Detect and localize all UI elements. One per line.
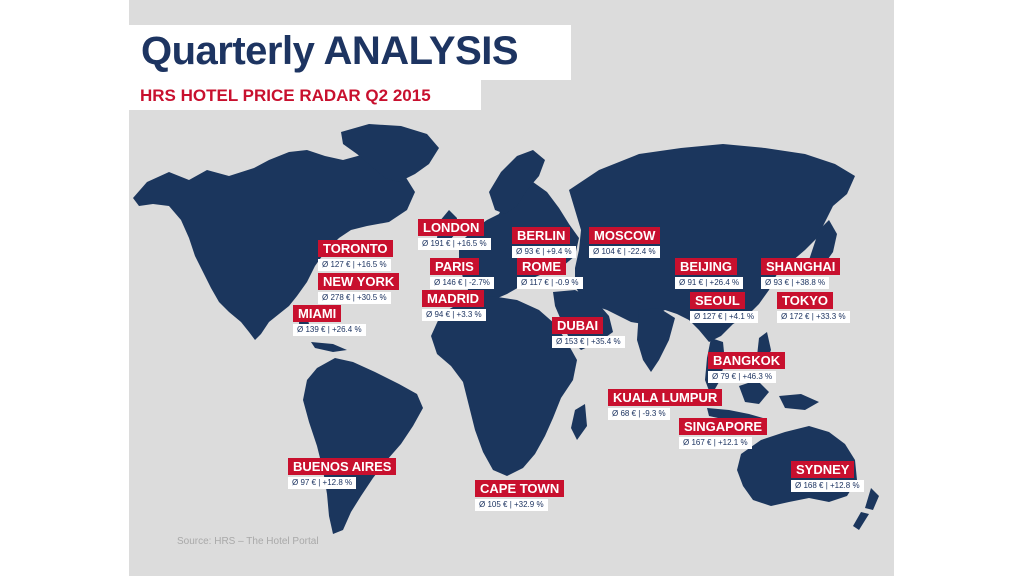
city-label-dubai: DUBAI Ø 153 € | +35.4 %	[552, 317, 625, 348]
city-label-rome: ROME Ø 117 € | -0.9 %	[517, 258, 583, 289]
city-label-new-york: NEW YORK Ø 278 € | +30.5 %	[318, 273, 400, 304]
city-stats: Ø 167 € | +12.1 %	[679, 437, 752, 449]
city-stats: Ø 127 € | +16.5 %	[318, 259, 391, 271]
city-name: SYDNEY	[791, 461, 855, 478]
city-name: ROME	[517, 258, 566, 275]
city-name: NEW YORK	[318, 273, 400, 290]
city-stats: Ø 97 € | +12.8 %	[288, 477, 357, 489]
city-name: SEOUL	[690, 292, 745, 309]
city-label-london: LONDON Ø 191 € | +16.5 %	[418, 219, 491, 250]
north-america-landmass	[133, 150, 415, 340]
city-stats: Ø 91 € | +26.4 %	[675, 277, 744, 289]
city-stats: Ø 127 € | +4.1 %	[690, 311, 759, 323]
city-label-madrid: MADRID Ø 94 € | +3.3 %	[422, 290, 486, 321]
city-stats: Ø 104 € | -22.4 %	[589, 246, 660, 258]
city-label-bangkok: BANGKOK Ø 79 € | +46.3 %	[708, 352, 786, 383]
city-label-cape-town: CAPE TOWN Ø 105 € | +32.9 %	[475, 480, 565, 511]
city-label-singapore: SINGAPORE Ø 167 € | +12.1 %	[679, 418, 768, 449]
greenland-landmass	[341, 124, 439, 182]
asia-landmass	[569, 144, 855, 342]
city-stats: Ø 172 € | +33.3 %	[777, 311, 850, 323]
city-name: BEIJING	[675, 258, 738, 275]
city-stats: Ø 117 € | -0.9 %	[517, 277, 583, 289]
city-stats: Ø 146 € | -2.7%	[430, 277, 494, 289]
city-label-tokyo: TOKYO Ø 172 € | +33.3 %	[777, 292, 850, 323]
page-subtitle: HRS HOTEL PRICE RADAR Q2 2015	[140, 86, 431, 105]
city-name: PARIS	[430, 258, 479, 275]
city-name: DUBAI	[552, 317, 604, 334]
madagascar-landmass	[571, 404, 587, 440]
city-name: MOSCOW	[589, 227, 661, 244]
page-title: Quarterly ANALYSIS	[141, 29, 519, 73]
indonesia-landmass	[707, 380, 819, 422]
world-map	[129, 110, 894, 540]
city-name: SINGAPORE	[679, 418, 768, 435]
city-stats: Ø 168 € | +12.8 %	[791, 480, 864, 492]
city-label-sydney: SYDNEY Ø 168 € | +12.8 %	[791, 461, 864, 492]
city-name: LONDON	[418, 219, 485, 236]
city-stats: Ø 105 € | +32.9 %	[475, 499, 548, 511]
city-name: MIAMI	[293, 305, 342, 322]
africa-landmass	[431, 296, 577, 476]
city-stats: Ø 139 € | +26.4 %	[293, 324, 366, 336]
new-zealand-landmass	[853, 488, 879, 530]
city-stats: Ø 278 € | +30.5 %	[318, 292, 391, 304]
city-label-seoul: SEOUL Ø 127 € | +4.1 %	[690, 292, 759, 323]
city-label-berlin: BERLIN Ø 93 € | +9.4 %	[512, 227, 576, 258]
city-name: SHANGHAI	[761, 258, 841, 275]
city-label-paris: PARIS Ø 146 € | -2.7%	[430, 258, 494, 289]
city-label-beijing: BEIJING Ø 91 € | +26.4 %	[675, 258, 744, 289]
scandinavia-landmass	[489, 150, 545, 214]
city-name: MADRID	[422, 290, 484, 307]
south-america-landmass	[303, 358, 423, 534]
city-label-buenos-aires: BUENOS AIRES Ø 97 € | +12.8 %	[288, 458, 397, 489]
city-name: BANGKOK	[708, 352, 786, 369]
city-name: TORONTO	[318, 240, 393, 257]
city-name: BUENOS AIRES	[288, 458, 397, 475]
city-label-miami: MIAMI Ø 139 € | +26.4 %	[293, 305, 366, 336]
city-stats: Ø 191 € | +16.5 %	[418, 238, 491, 250]
city-label-shanghai: SHANGHAI Ø 93 € | +38.8 %	[761, 258, 841, 289]
city-stats: Ø 93 € | +9.4 %	[512, 246, 576, 258]
slide: Quarterly ANALYSIS HRS HOTEL PRICE RADAR…	[129, 0, 894, 576]
world-map-graphic	[133, 124, 879, 534]
city-stats: Ø 153 € | +35.4 %	[552, 336, 625, 348]
city-label-kuala-lumpur: KUALA LUMPUR Ø 68 € | -9.3 %	[608, 389, 723, 420]
city-stats: Ø 93 € | +38.8 %	[761, 277, 830, 289]
city-name: CAPE TOWN	[475, 480, 565, 497]
city-name: KUALA LUMPUR	[608, 389, 723, 406]
city-stats: Ø 79 € | +46.3 %	[708, 371, 777, 383]
subtitle-box: HRS HOTEL PRICE RADAR Q2 2015	[129, 80, 481, 110]
india-landmass	[637, 308, 675, 372]
city-label-toronto: TORONTO Ø 127 € | +16.5 %	[318, 240, 393, 271]
city-stats: Ø 68 € | -9.3 %	[608, 408, 670, 420]
title-box: Quarterly ANALYSIS	[129, 25, 571, 80]
city-label-moscow: MOSCOW Ø 104 € | -22.4 %	[589, 227, 661, 258]
city-stats: Ø 94 € | +3.3 %	[422, 309, 486, 321]
city-name: BERLIN	[512, 227, 571, 244]
city-name: TOKYO	[777, 292, 833, 309]
source-note: Source: HRS – The Hotel Portal	[177, 536, 319, 547]
